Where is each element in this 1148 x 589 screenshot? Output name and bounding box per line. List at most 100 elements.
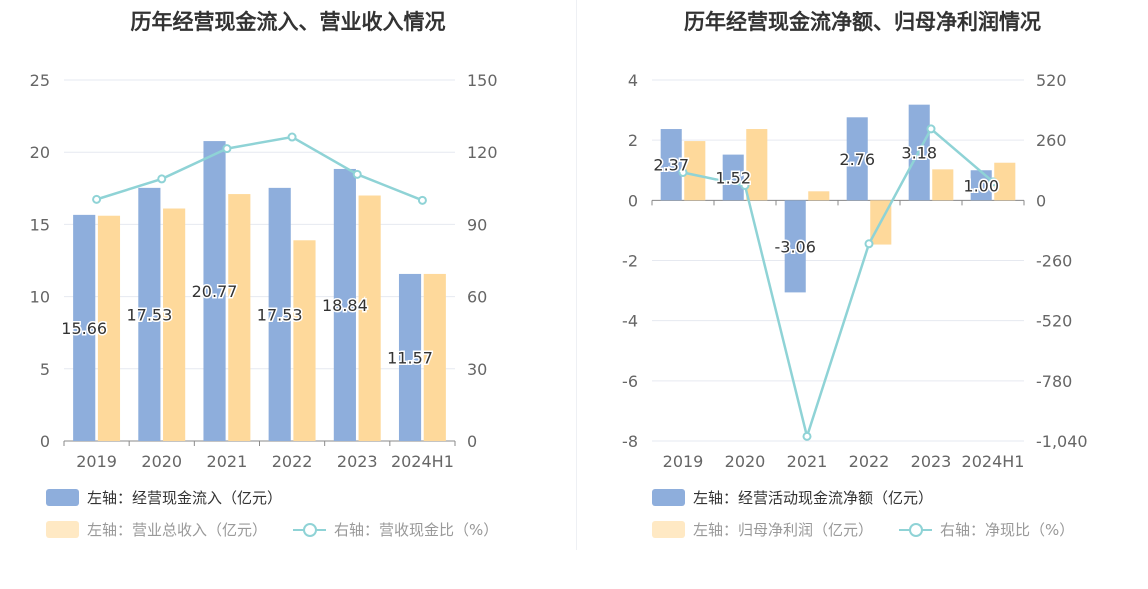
bar-series-2: [684, 141, 706, 201]
y-right-tick-label: 520: [1036, 71, 1067, 90]
bar-series-2: [932, 169, 954, 201]
data-label: -3.06: [775, 237, 816, 256]
bar-series-1: [268, 187, 291, 441]
chart-panel-net-cash: 历年经营现金流净额、归母净利润情况 -8 -6 -4 -2 0 2 4 -1,040 -780-…: [577, 0, 1148, 589]
data-label: 15.66: [61, 319, 107, 338]
legend-label[interactable]: 左轴：归母净利润（亿元）: [693, 521, 874, 539]
line-point: [222, 144, 232, 154]
bar-series-2: [293, 240, 316, 441]
x-tick-label: 2023: [911, 452, 952, 471]
y-right-tick-label: 150: [467, 71, 498, 90]
legend-label[interactable]: 右轴：营收现金比（%）: [334, 521, 499, 539]
legend-swatch-icon: [46, 521, 79, 538]
y-right-tick-label: 0: [1036, 191, 1046, 210]
bar-series-2: [746, 129, 768, 201]
y-right-tick-label: -780: [1036, 372, 1072, 391]
data-label: 17.53: [126, 305, 172, 324]
legend-line-icon: [899, 521, 933, 538]
data-label: 3.18: [901, 144, 937, 163]
legend-line-icon: [293, 521, 327, 538]
y-left-tick-label: 0: [628, 191, 638, 210]
y-left-tick-label: 10: [30, 288, 50, 307]
y-right-tick-label: -260: [1036, 252, 1072, 271]
bar-series-2: [358, 195, 381, 441]
y-right-tick-label: 0: [467, 432, 477, 451]
y-left-tick-label: 2: [628, 131, 638, 150]
y-left-tick-label: -6: [622, 372, 638, 391]
data-label: 11.57: [387, 348, 433, 367]
y-right-tick-label: 120: [467, 143, 498, 162]
data-label: 2.76: [839, 150, 875, 169]
bar-series-2: [994, 162, 1016, 201]
chart-panel-cash-inflow: 历年经营现金流入、营业收入情况 0 5 10 15 20 25 0 30 60 90 120 150 2…: [30, 10, 499, 540]
line-point: [352, 169, 362, 179]
bar-series-2: [808, 191, 830, 201]
data-label: 20.77: [192, 282, 238, 301]
bar-series-1: [138, 187, 161, 441]
y-right-tick-label: 30: [467, 360, 487, 379]
legend-label: 左轴：经营活动现金流净额（亿元）: [693, 489, 934, 507]
legend-item-bar1[interactable]: 左轴：经营活动现金流净额（亿元）: [652, 487, 933, 508]
legend-label[interactable]: 右轴：净现比（%）: [940, 521, 1075, 539]
chart-title: 历年经营现金流净额、归母净利润情况: [684, 10, 1041, 34]
data-label: 17.53: [257, 305, 303, 324]
legend-row-2: 左轴：归母净利润（亿元） 右轴：净现比（%）: [652, 519, 1074, 540]
bar-series-2: [97, 215, 121, 441]
line-series-3: [96, 135, 423, 202]
x-tick-label: 2023: [337, 452, 378, 471]
bar-series-2: [163, 208, 186, 441]
line-point: [926, 124, 936, 134]
y-left-tick-label: 15: [30, 215, 50, 234]
x-tick-label: 2019: [663, 452, 704, 471]
line-point: [740, 180, 750, 190]
chart-title: 历年经营现金流入、营业收入情况: [130, 10, 446, 34]
chart-svg: 0 5 10 15 20 25 0 30 60 90 120 150 2019 2020 2021 2022 2…: [30, 71, 498, 471]
line-point: [802, 431, 812, 441]
bar-series-1: [398, 273, 422, 441]
line-series-3: [682, 126, 994, 441]
legend-label: 左轴：经营现金流入（亿元）: [87, 489, 283, 507]
y-right-tick-label: 260: [1036, 131, 1067, 150]
bar-series-2: [228, 194, 251, 441]
line-point: [287, 132, 297, 142]
x-tick-label: 2020: [141, 452, 182, 471]
y-left-tick-label: 0: [40, 432, 50, 451]
line-point: [678, 167, 688, 177]
y-left-tick-label: 20: [30, 143, 50, 162]
y-left-tick-label: -8: [622, 432, 638, 451]
bar-series-1: [784, 200, 806, 293]
data-label: 2.37: [653, 156, 689, 175]
x-tick-label: 2024H1: [391, 452, 454, 471]
line-point: [988, 177, 998, 187]
x-tick-label: 2019: [76, 452, 117, 471]
chart-svg: -8 -6 -4 -2 0 2 4 -1,040 -780 -520 -260 0 260 520 2019…: [622, 71, 1088, 471]
legend-swatch-icon: [46, 489, 79, 506]
line-point: [157, 174, 167, 184]
y-right-tick-label: 60: [467, 288, 487, 307]
x-tick-label: 2022: [272, 452, 313, 471]
bar-series-1: [660, 129, 682, 201]
legend-label[interactable]: 左轴：营业总收入（亿元）: [87, 521, 268, 539]
x-tick-label: 2022: [849, 452, 890, 471]
bar-series-2: [423, 273, 446, 441]
y-left-tick-label: -4: [622, 312, 638, 331]
x-tick-label: 2020: [725, 452, 766, 471]
legend-row-2: 左轴：营业总收入（亿元） 右轴：营收现金比（%）: [46, 519, 498, 540]
y-right-tick-label: -520: [1036, 312, 1072, 331]
line-point: [92, 194, 102, 204]
y-left-tick-label: 25: [30, 71, 50, 90]
data-label: 1.52: [715, 168, 751, 187]
x-tick-label: 2021: [787, 452, 828, 471]
x-tick-label: 2024H1: [962, 452, 1025, 471]
x-tick-label: 2021: [207, 452, 248, 471]
y-left-tick-label: -2: [622, 252, 638, 271]
legend-item-bar1[interactable]: 左轴：经营现金流入（亿元）: [46, 487, 282, 508]
bar-series-1: [333, 168, 356, 442]
panel-divider: [576, 0, 577, 550]
legend-swatch-icon: [652, 521, 685, 538]
bar-series-1: [846, 117, 868, 201]
y-left-tick-label: 5: [40, 360, 50, 379]
bar-series-1: [203, 141, 226, 441]
legend-swatch-icon: [652, 489, 685, 506]
